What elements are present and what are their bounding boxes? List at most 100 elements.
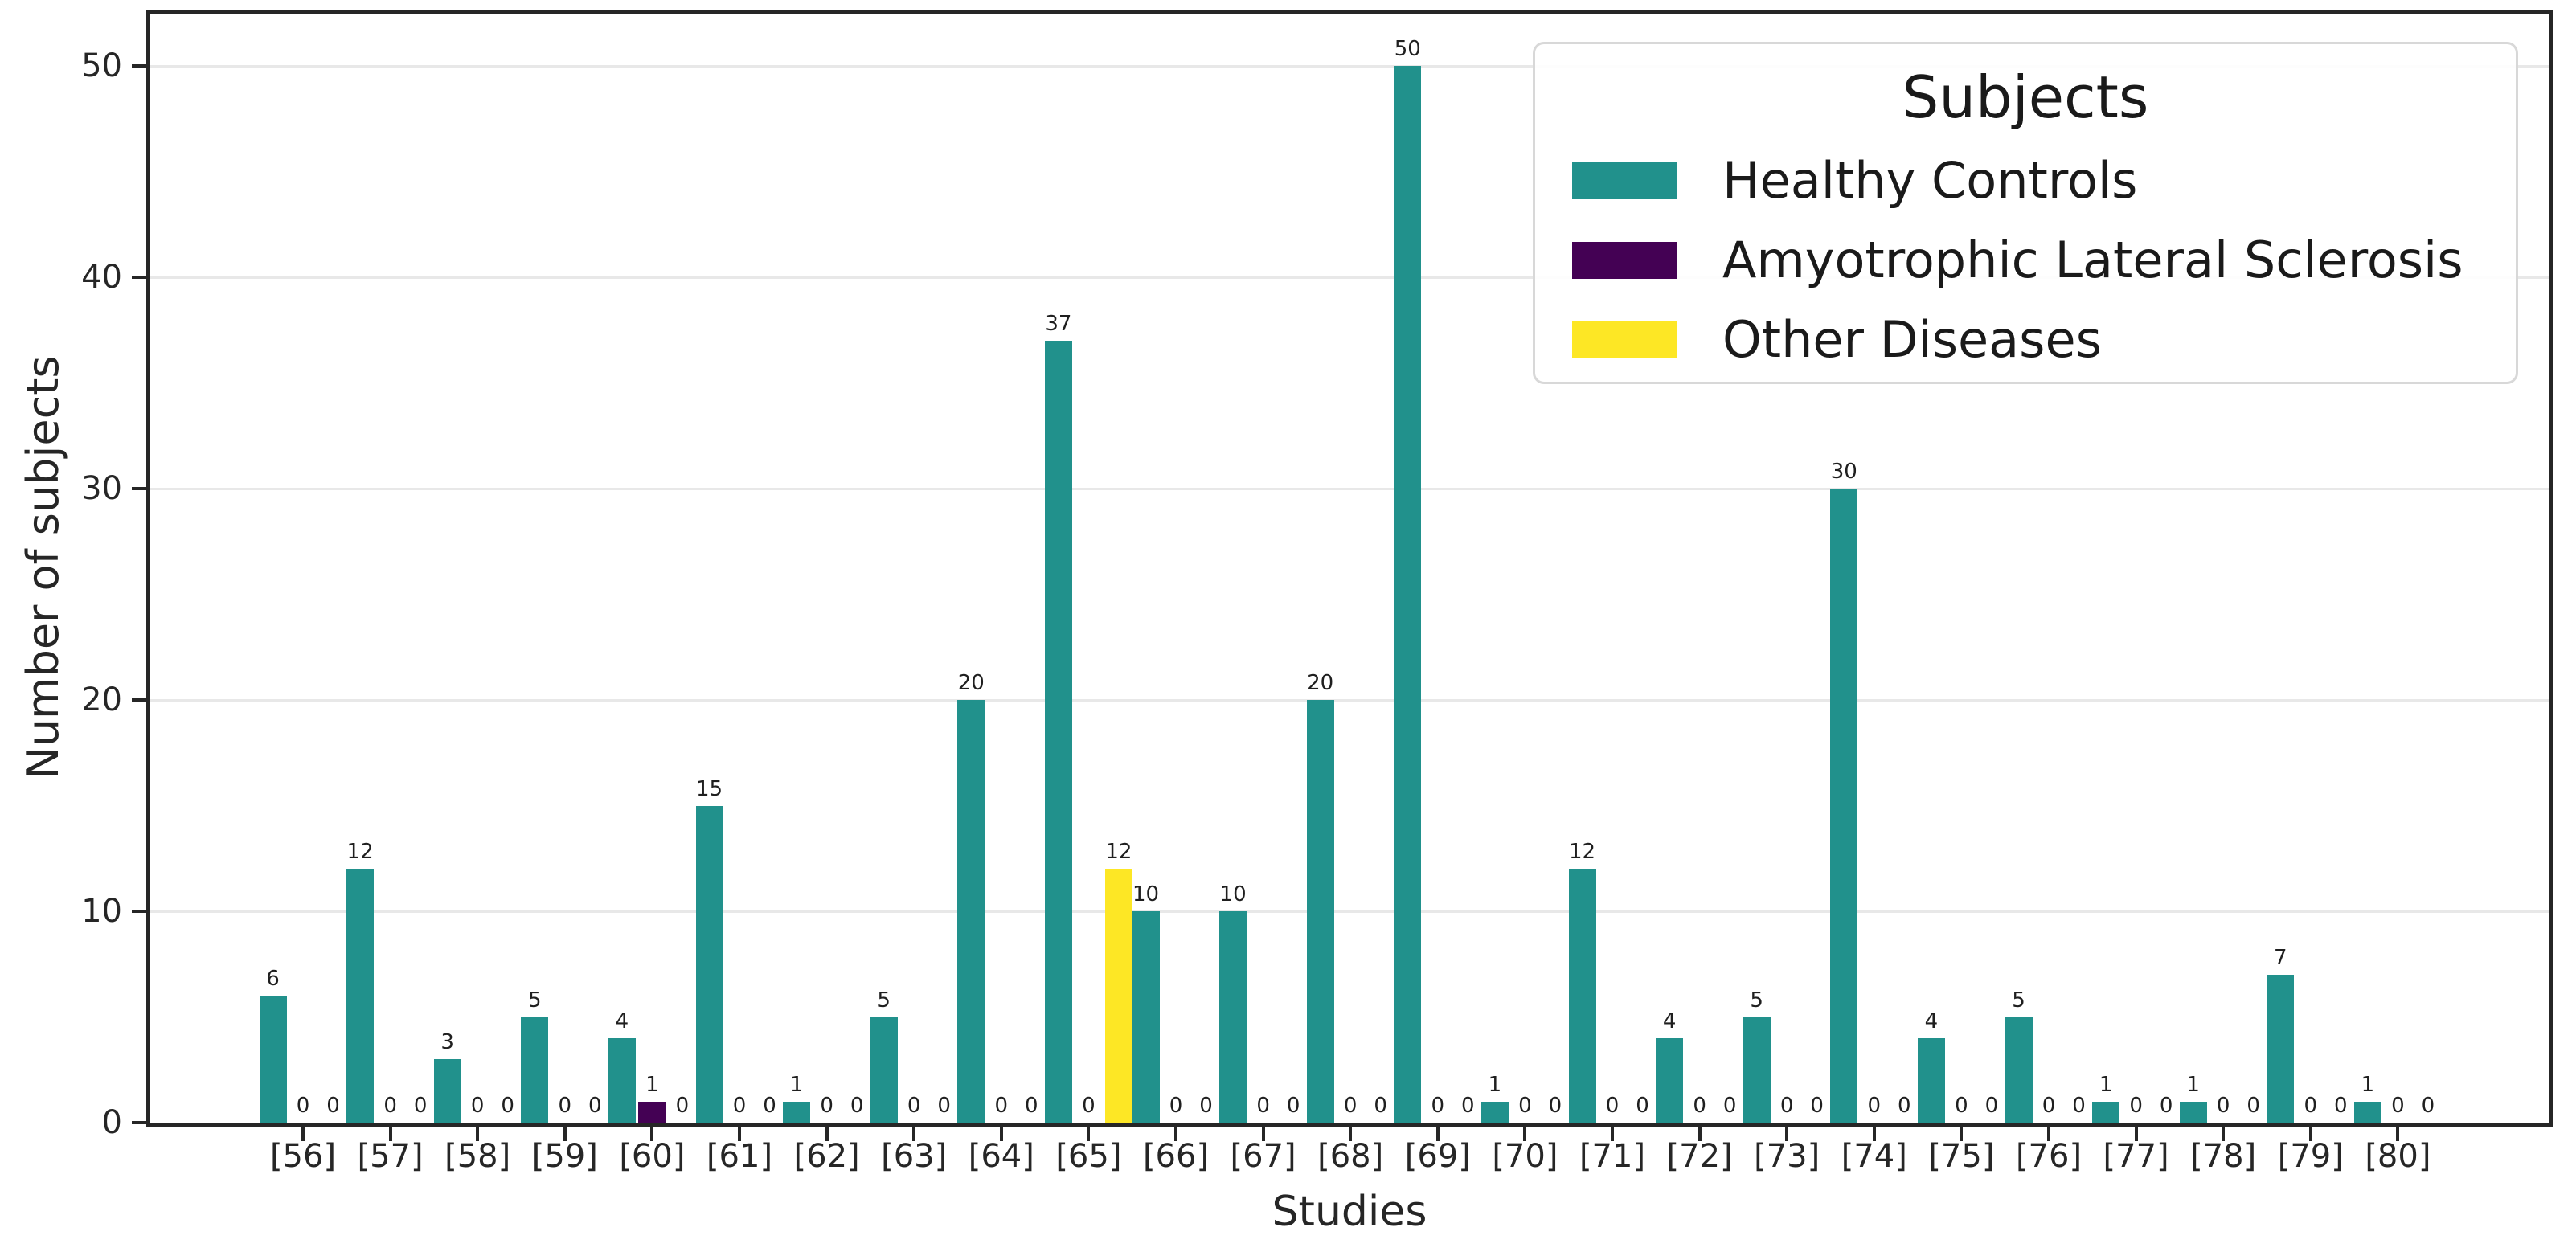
bar-value-label: 0 <box>470 1094 485 1118</box>
bar-value-label: 1 <box>1488 1072 1502 1097</box>
x-tick-mark <box>2222 1127 2226 1141</box>
bar <box>259 996 287 1123</box>
x-tick-label: [59] <box>531 1138 598 1175</box>
gridline-y20 <box>150 699 2549 702</box>
y-tick-label: 0 <box>101 1104 122 1141</box>
bar <box>2353 1101 2381 1123</box>
x-tick-label: [66] <box>1142 1138 1210 1175</box>
x-tick-label: [64] <box>968 1138 1034 1175</box>
y-tick-label: 20 <box>81 681 122 718</box>
bar <box>2179 1101 2207 1123</box>
x-tick-mark <box>1261 1127 1265 1141</box>
bar-value-label: 12 <box>1568 840 1596 865</box>
x-tick-mark <box>1960 1127 1964 1141</box>
bar-value-label: 4 <box>615 1009 629 1033</box>
bar-value-label: 0 <box>732 1094 747 1118</box>
bar-value-label: 1 <box>2361 1072 2375 1097</box>
bar <box>433 1059 461 1123</box>
x-tick-mark <box>1611 1127 1614 1141</box>
gridline-y40 <box>150 276 2549 279</box>
bar-value-label: 0 <box>326 1094 340 1118</box>
x-tick-label: [71] <box>1579 1138 1646 1175</box>
gridline-y10 <box>150 910 2549 913</box>
x-tick-label: [57] <box>357 1138 424 1175</box>
bar-value-label: 0 <box>1256 1094 1270 1118</box>
bar-value-label: 0 <box>1810 1094 1824 1118</box>
legend-entry-label: Healthy Controls <box>1722 151 2138 210</box>
bar <box>2267 974 2295 1123</box>
y-tick-label: 40 <box>81 259 122 296</box>
x-tick-label: [65] <box>1055 1138 1122 1175</box>
legend-entry-label: Other Diseases <box>1722 310 2102 369</box>
y-tick-mark <box>132 698 147 702</box>
bar-value-label: 10 <box>1132 882 1160 906</box>
bar-value-label: 0 <box>2129 1094 2143 1118</box>
x-tick-mark <box>563 1127 567 1141</box>
bar-value-label: 0 <box>907 1094 921 1118</box>
bar <box>870 1017 898 1123</box>
x-tick-label: [62] <box>793 1138 860 1175</box>
bar-value-label: 30 <box>1830 460 1857 484</box>
x-tick-mark <box>388 1127 392 1141</box>
x-tick-label: [74] <box>1841 1138 1907 1175</box>
bar-value-label: 0 <box>994 1094 1009 1118</box>
bar-value-label: 0 <box>558 1094 572 1118</box>
bar-value-label: 0 <box>413 1094 428 1118</box>
y-tick-mark <box>132 910 147 913</box>
bar <box>1394 66 1422 1123</box>
bar-value-label: 0 <box>1025 1094 1038 1118</box>
legend-entry: Healthy Controls <box>1535 141 2516 220</box>
bar-value-label: 0 <box>2421 1094 2435 1118</box>
x-tick-label: [79] <box>2277 1138 2344 1175</box>
x-tick-mark <box>476 1127 480 1141</box>
x-tick-label: [78] <box>2190 1138 2257 1175</box>
bar-value-label: 12 <box>346 840 374 865</box>
x-tick-label: [58] <box>444 1138 511 1175</box>
bar <box>695 805 723 1123</box>
bar-value-label: 3 <box>440 1030 454 1055</box>
x-tick-mark <box>2308 1127 2312 1141</box>
bar-value-label: 0 <box>1374 1094 1387 1118</box>
x-tick-mark <box>2134 1127 2138 1141</box>
bar-value-label: 0 <box>1867 1094 1882 1118</box>
bar-value-label: 0 <box>2391 1094 2405 1118</box>
bar-value-label: 0 <box>1548 1094 1562 1118</box>
legend: Subjects Healthy Controls Amyotrophic Lat… <box>1533 42 2518 384</box>
bar-value-label: 0 <box>820 1094 833 1118</box>
x-tick-mark <box>1174 1127 1177 1141</box>
bar-value-label: 15 <box>695 776 723 801</box>
x-tick-label: [70] <box>1492 1138 1558 1175</box>
bar-value-label: 0 <box>1286 1094 1300 1118</box>
bar-value-label: 0 <box>1898 1094 1911 1118</box>
legend-entry-label: Amyotrophic Lateral Sclerosis <box>1722 231 2463 289</box>
legend-title: Subjects <box>1902 63 2149 131</box>
bar-value-label: 0 <box>296 1094 310 1118</box>
x-tick-label: [68] <box>1317 1138 1384 1175</box>
bar-value-label: 1 <box>2186 1072 2200 1097</box>
x-tick-mark <box>650 1127 654 1141</box>
bar-value-label: 0 <box>763 1094 776 1118</box>
bar <box>957 700 985 1123</box>
x-tick-mark <box>1087 1127 1091 1141</box>
bar-value-label: 0 <box>2159 1094 2173 1118</box>
x-tick-label: [80] <box>2365 1138 2431 1175</box>
x-tick-mark <box>1349 1127 1353 1141</box>
bar <box>2092 1101 2120 1123</box>
gridline-y30 <box>150 488 2549 490</box>
x-tick-label: [61] <box>706 1138 773 1175</box>
legend-entry: Amyotrophic Lateral Sclerosis <box>1535 220 2516 300</box>
x-tick-label: [76] <box>2015 1138 2083 1175</box>
bar-value-label: 0 <box>501 1094 514 1118</box>
bar <box>1917 1037 1945 1123</box>
x-tick-mark <box>1523 1127 1527 1141</box>
bar-value-label: 0 <box>1461 1094 1475 1118</box>
bar-value-label: 20 <box>1307 671 1334 695</box>
bar <box>1044 340 1072 1123</box>
y-tick-mark <box>132 487 147 490</box>
bar <box>346 869 375 1123</box>
legend-entry: Other Diseases <box>1535 300 2516 379</box>
y-tick-label: 50 <box>81 47 122 84</box>
bar-value-label: 0 <box>1199 1094 1213 1118</box>
bar-value-label: 0 <box>675 1094 690 1118</box>
bar <box>638 1101 666 1123</box>
